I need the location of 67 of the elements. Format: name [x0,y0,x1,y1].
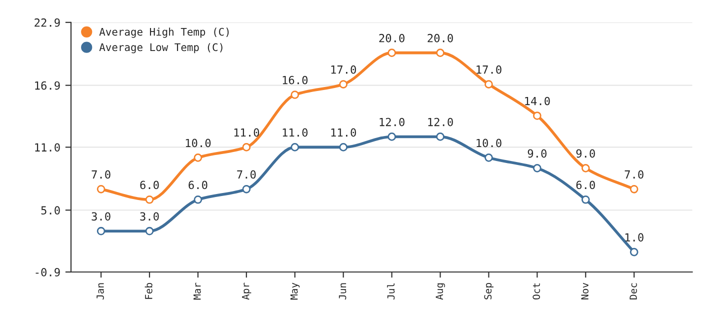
data-label: 1.0 [625,233,644,242]
point [581,164,590,172]
point [242,143,251,152]
data-label: 20.0 [379,34,404,42]
data-label: 9.0 [528,149,546,158]
x-tick-label: Jun [338,283,346,300]
point [388,132,396,141]
legend-label: Average High Temp (C) [99,28,229,38]
data-label: 3.0 [140,212,159,221]
point [533,112,542,120]
point [630,248,638,256]
x-tick-label: May [290,282,300,300]
x-tick-label: Mar [194,282,201,300]
x-tick-label: Jul [387,283,395,300]
point [96,184,106,194]
data-label: 11.0 [282,128,308,137]
y-tick-label: 22.9 [34,18,60,27]
data-label: 17.0 [331,65,356,74]
data-label: 6.0 [140,180,159,190]
point [290,143,300,152]
y-tick-label: 11.0 [35,143,60,152]
legend-label: Average Low Temp (C) [99,43,222,54]
point [388,48,396,57]
data-label: 6.0 [576,180,595,190]
data-label: 9.0 [576,149,595,158]
x-tick-label: Nov [581,282,588,300]
point [194,154,202,162]
x-tick-label: Oct [532,283,540,300]
point [290,90,300,99]
data-label: 6.0 [188,180,208,190]
data-label: 10.0 [476,138,502,148]
y-tick-label: 16.9 [35,81,60,90]
point [145,195,154,204]
data-label: 7.0 [237,170,256,179]
point [533,164,542,172]
data-label: 11.0 [234,128,260,137]
point [145,226,154,236]
point [96,226,106,236]
y-tick-label: -0.9 [36,268,60,276]
point [484,80,493,88]
data-label: 12.0 [380,118,404,126]
point [436,132,444,141]
x-tick-label: Jan [96,283,104,300]
x-tick-label: Dec [630,283,637,300]
data-label: 12.0 [428,118,453,126]
point [339,143,348,152]
point [581,195,590,204]
data-label: 14.0 [525,96,550,106]
data-label: 17.0 [476,65,502,74]
data-label: 10.0 [186,138,211,148]
point [436,48,444,57]
point [339,80,348,88]
data-label: 7.0 [92,170,110,179]
data-label: 11.0 [331,128,356,137]
data-label: 16.0 [282,76,308,84]
point [484,154,493,162]
data-label: 7.0 [624,170,644,179]
data-label: 20.0 [428,34,453,42]
x-tick-label: Feb [144,282,152,299]
x-tick-label: Aug [436,283,445,300]
y-tick-label: 5.0 [41,206,60,215]
x-tick-label: Apr [242,282,252,300]
point [242,184,251,194]
x-tick-label: Sep [484,283,494,300]
data-label: 3.0 [92,212,110,221]
point [630,184,638,194]
point [194,195,202,204]
